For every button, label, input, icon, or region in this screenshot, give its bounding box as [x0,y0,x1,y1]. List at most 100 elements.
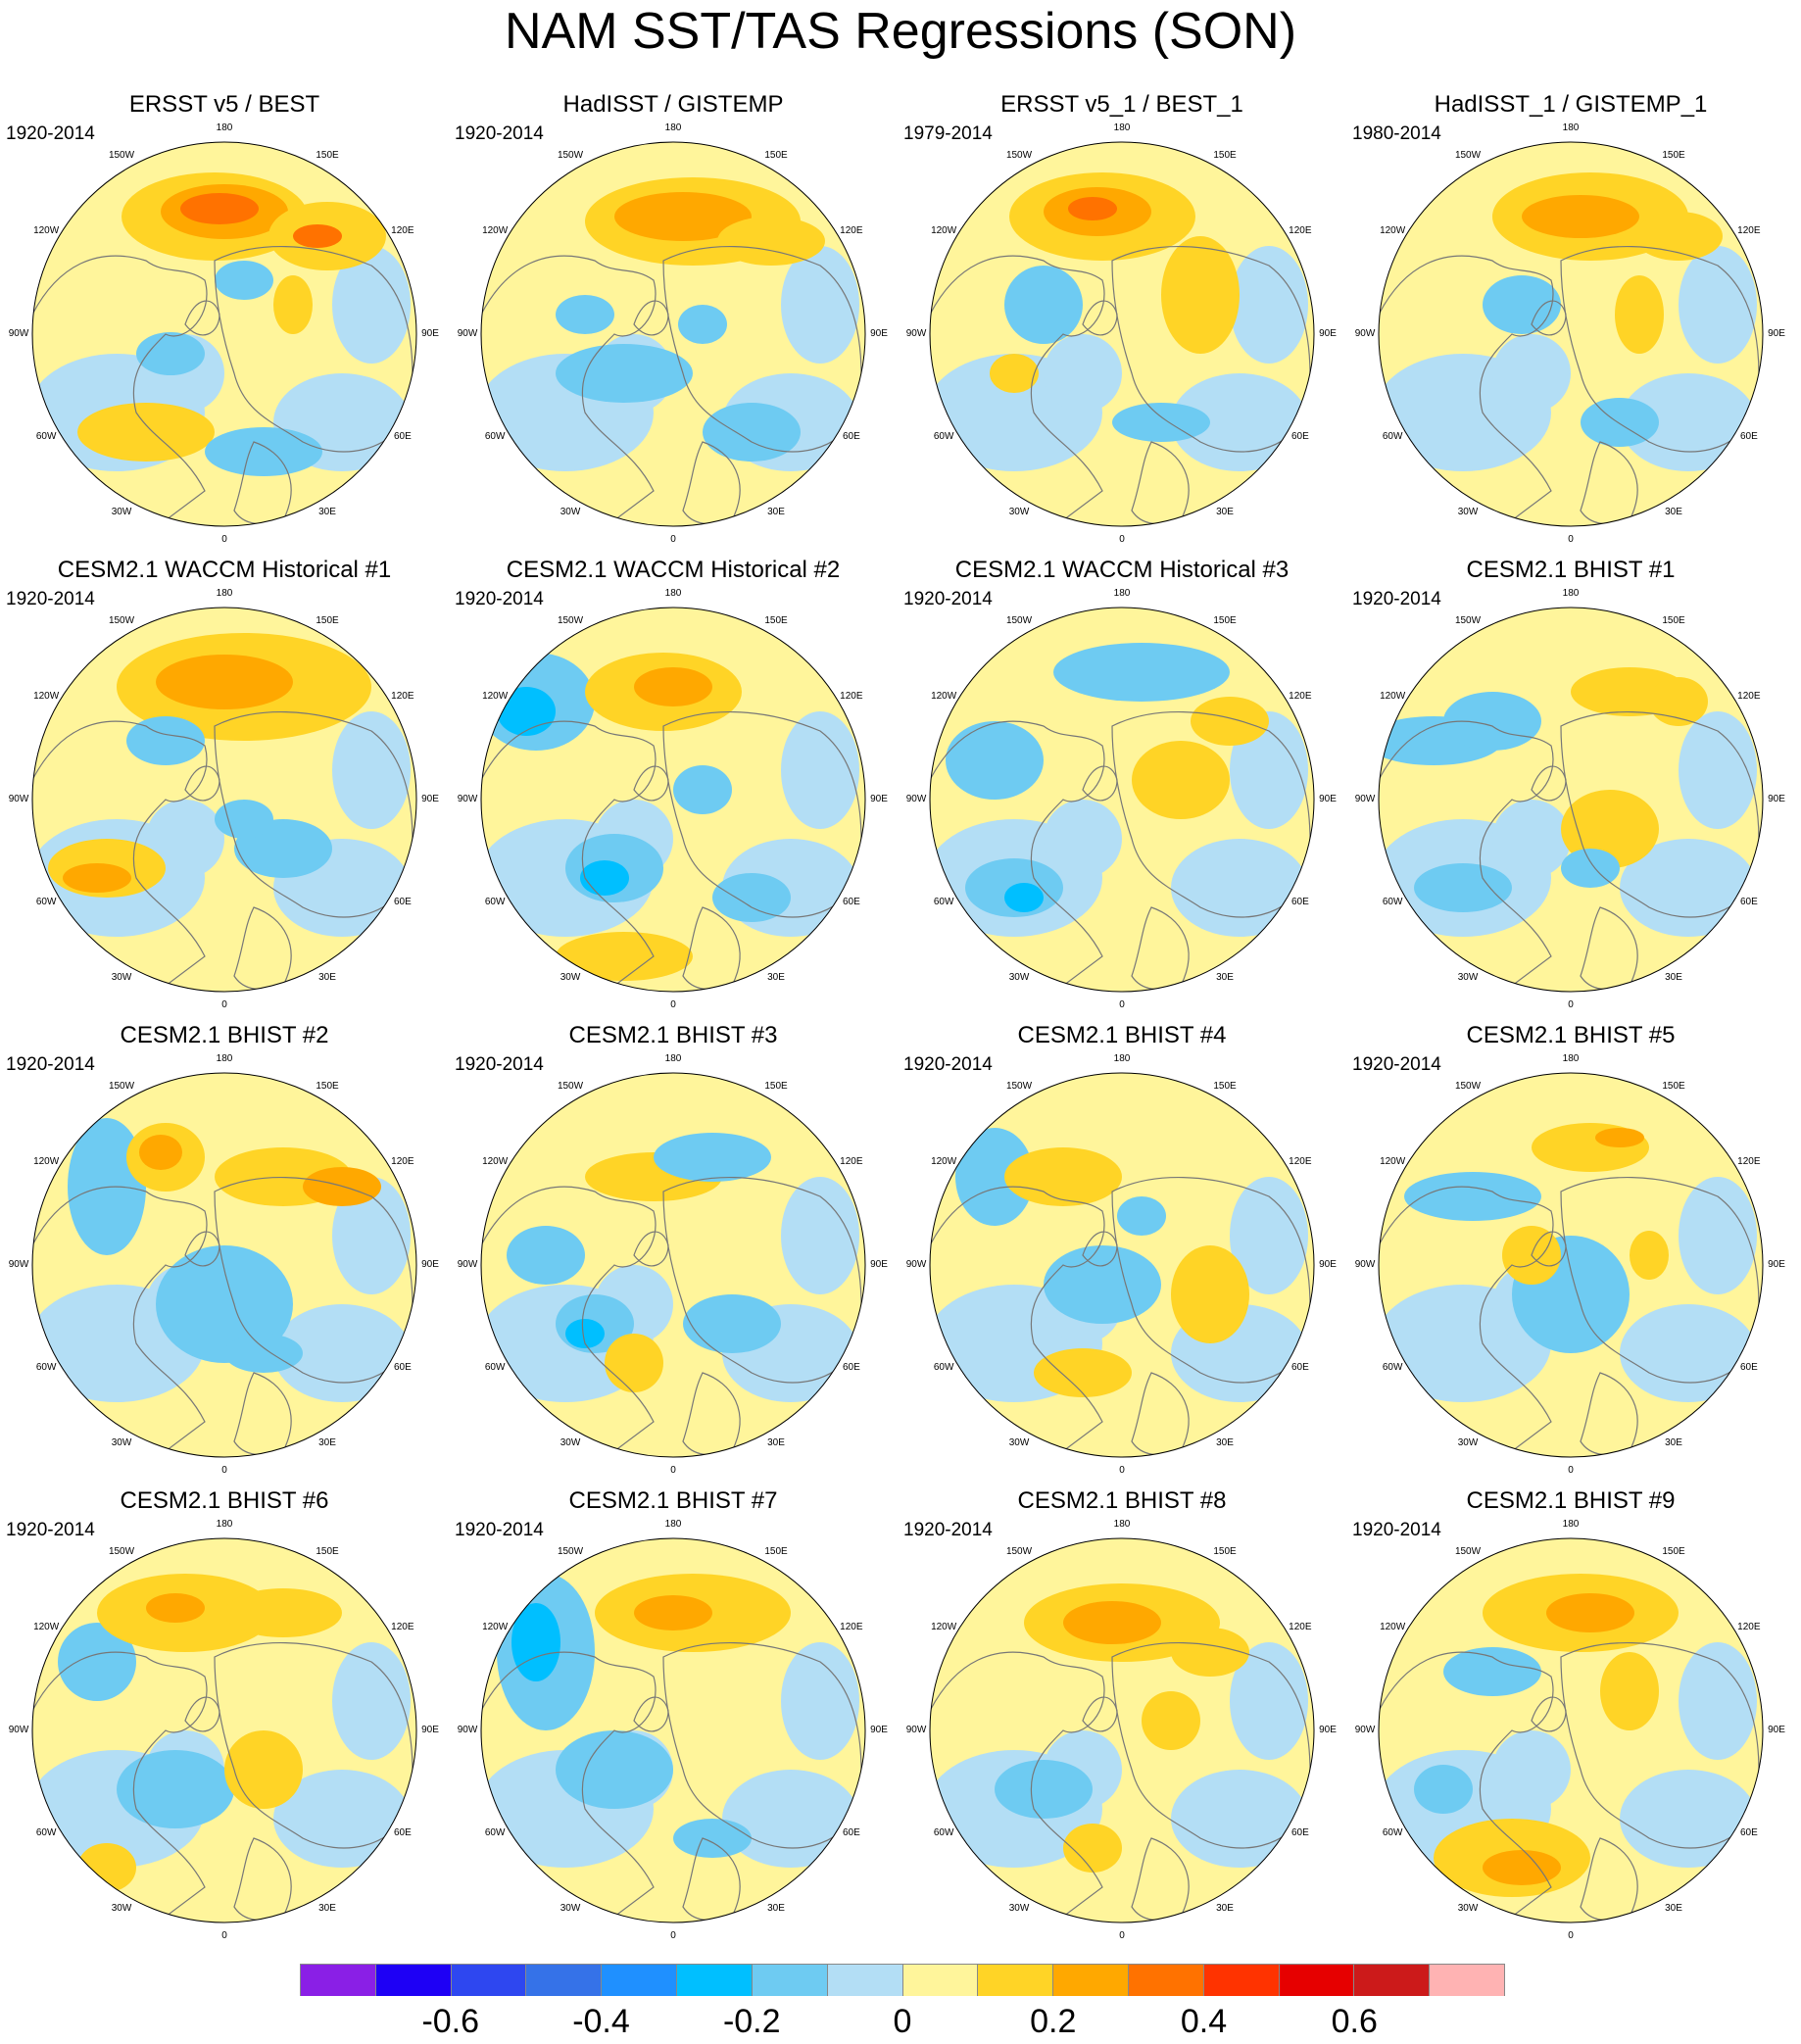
negative-anomaly-region [1620,1770,1757,1868]
longitude-label: 30W [111,1436,132,1448]
negative-anomaly-region [781,711,859,829]
anomaly-contour [139,1135,182,1170]
longitude-label: 0 [1119,534,1125,545]
anomaly-contour [703,403,801,462]
map-border [480,1072,866,1458]
longitude-label: 120W [1380,691,1406,702]
anomaly-contour [1034,1348,1132,1397]
map-panel: CESM2.1 BHIST #8 1920-2014 180 150E 120E 90E 6… [898,1487,1346,1953]
longitude-label: 0 [1119,1930,1125,1941]
longitude-label: 0 [1568,534,1574,545]
longitude-label: 30E [1216,1902,1234,1914]
anomaly-contour [1053,643,1230,702]
anomaly-contour [1004,1147,1122,1206]
period-label: 1920-2014 [1352,589,1441,609]
longitude-label: 0 [670,1930,676,1941]
longitude-label: 150W [1454,1081,1482,1093]
negative-anomaly-region [1230,1177,1308,1294]
longitude-label: 60W [484,1362,506,1373]
coastline [1082,765,1118,802]
map-panel: CESM2.1 BHIST #4 1920-2014 180 150E 120E 90E 6… [898,1022,1346,1487]
map-border [31,1072,417,1458]
longitude-label: 0 [1568,999,1574,1010]
anomaly-contour [946,721,1044,800]
anomaly-contour [1161,236,1240,354]
longitude-label: 90W [8,328,29,339]
longitude-label: 90E [870,794,888,804]
longitude-label: 180 [1562,1519,1580,1530]
longitude-label: 150E [764,1546,788,1558]
longitude-label: 0 [1119,999,1125,1010]
negative-anomaly-region [1620,839,1757,937]
longitude-label: 120E [1289,225,1312,236]
negative-anomaly-region [273,1770,411,1868]
colorbar-box [1354,1965,1431,1996]
negative-anomaly-region [1171,1770,1308,1868]
longitude-label: 150W [557,1546,584,1558]
polar-map [1378,1072,1764,1458]
polar-map [480,607,866,993]
anomaly-contour [556,295,614,334]
anomaly-contour [1634,212,1723,261]
anomaly-contour [605,1334,663,1392]
map-panel: CESM2.1 BHIST #5 1920-2014 180 150E 120E 90E 6… [1346,1022,1795,1487]
negative-anomaly-region [273,1304,411,1402]
longitude-label: 90W [1354,1725,1376,1735]
anomaly-contour [77,403,215,462]
longitude-label: 30E [1216,506,1234,517]
map-panel: CESM2.1 WACCM Historical #3 1920-2014 180 1… [898,557,1346,1022]
longitude-label: 150E [764,615,788,627]
panel-title: ERSST v5_1 / BEST_1 [1000,91,1243,118]
polar-map [31,607,417,993]
polar-map [1378,607,1764,993]
anomaly-contour [511,1603,560,1681]
longitude-label: 60E [1290,1827,1309,1838]
panel-title: CESM2.1 BHIST #2 [120,1022,329,1048]
anomaly-contour [1546,1593,1634,1632]
longitude-label: 30E [1665,1436,1682,1448]
coastline [184,1696,220,1732]
longitude-label: 90W [8,794,29,804]
longitude-label: 120W [33,1156,60,1167]
coastline [184,300,220,336]
colorbar-box [1279,1965,1355,1996]
longitude-label: 30W [1457,1902,1479,1914]
longitude-label: 60W [35,431,57,442]
colorbar-box [526,1965,603,1996]
longitude-label: 150W [108,1546,135,1558]
map-panel: CESM2.1 BHIST #6 1920-2014 180 150E 120E 90E 6… [0,1487,449,1953]
negative-anomaly-region [1044,334,1122,413]
map-border [1378,1072,1764,1458]
longitude-label: 90E [1319,794,1337,804]
anomaly-contour [1191,697,1269,746]
longitude-label: 180 [1113,588,1131,599]
anomaly-contour [1063,1824,1122,1873]
map-border [929,1072,1315,1458]
negative-anomaly-region [332,1642,411,1760]
longitude-label: 180 [216,1053,233,1064]
colorbar-tick-label: -0.2 [722,2003,781,2040]
longitude-label: 120E [1737,1156,1761,1167]
longitude-label: 30E [1216,971,1234,983]
map-panel: CESM2.1 WACCM Historical #1 1920-2014 180 1… [0,557,449,1022]
coastline [1082,1696,1118,1732]
longitude-label: 30E [318,1902,336,1914]
longitude-label: 90E [1319,328,1337,339]
longitude-label: 150W [1005,1081,1033,1093]
longitude-label: 150E [316,150,339,162]
longitude-label: 30W [1008,1902,1030,1914]
anomaly-contour [215,800,273,839]
anomaly-contour [1044,1245,1161,1324]
coastline [1531,1696,1567,1732]
longitude-label: 30E [1665,1902,1682,1914]
anomaly-contour [634,1595,712,1630]
anomaly-contour [205,427,322,476]
anomaly-contour [1522,195,1639,238]
anomaly-contour [712,873,791,922]
anomaly-contour [1600,1652,1659,1730]
longitude-label: 60W [484,897,506,907]
map-border [31,141,417,527]
longitude-label: 120E [1289,691,1312,702]
anomaly-contour [556,344,693,403]
panel-title: CESM2.1 BHIST #3 [568,1022,778,1048]
